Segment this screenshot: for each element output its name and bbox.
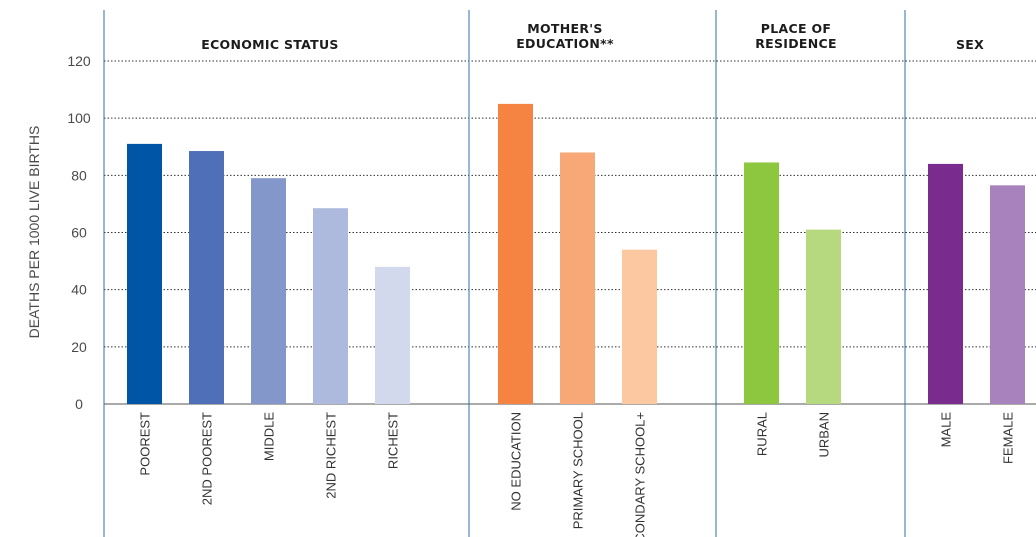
category-label: 2ND POOREST [200, 412, 215, 505]
category-label: POOREST [138, 412, 153, 476]
category-label: URBAN [817, 412, 832, 458]
category-label: SECONDARY SCHOOL+ [633, 412, 648, 537]
group-title: ECONOMIC STATUS [201, 37, 338, 52]
bar [622, 249, 657, 404]
labels: 0 20 40 60 80 100 120 ECONOMIC STATUS POOREST 2ND… [67, 21, 1015, 537]
group-dividers [103, 10, 906, 537]
y-tick-label: 60 [71, 225, 87, 241]
y-tick-label: 40 [71, 282, 87, 298]
y-tick-label: 80 [71, 167, 87, 183]
bars [127, 103, 1025, 404]
category-label: RURAL [755, 412, 770, 456]
bar [990, 185, 1025, 404]
bar [375, 266, 410, 404]
y-tick-label: 100 [67, 110, 91, 126]
group-title: SEX [956, 37, 984, 52]
category-label: NO EDUCATION [509, 412, 524, 511]
y-tick-label: 20 [71, 339, 87, 355]
category-label: 2ND RICHEST [324, 412, 339, 499]
bar [806, 229, 841, 404]
bar [189, 151, 224, 404]
y-axis-label: DEATHS PER 1000 LIVE BIRTHS [26, 126, 42, 339]
bar [313, 208, 348, 404]
bar [744, 162, 779, 404]
group-title: MOTHER'S [527, 21, 602, 36]
y-tick-label: 0 [75, 396, 83, 412]
category-label: MIDDLE [262, 412, 277, 461]
category-label: RICHEST [386, 412, 401, 469]
group-title: PLACE OF [761, 21, 831, 36]
category-label: MALE [939, 412, 954, 448]
y-tick-label: 120 [67, 53, 91, 69]
bar [127, 143, 162, 404]
bar [928, 163, 963, 404]
bar [498, 103, 533, 404]
category-label: PRIMARY SCHOOL [571, 412, 586, 529]
group-title: RESIDENCE [755, 36, 837, 51]
group-title: EDUCATION** [516, 36, 614, 51]
category-label: FEMALE [1001, 412, 1016, 464]
bar [560, 152, 595, 404]
bar [251, 178, 286, 404]
